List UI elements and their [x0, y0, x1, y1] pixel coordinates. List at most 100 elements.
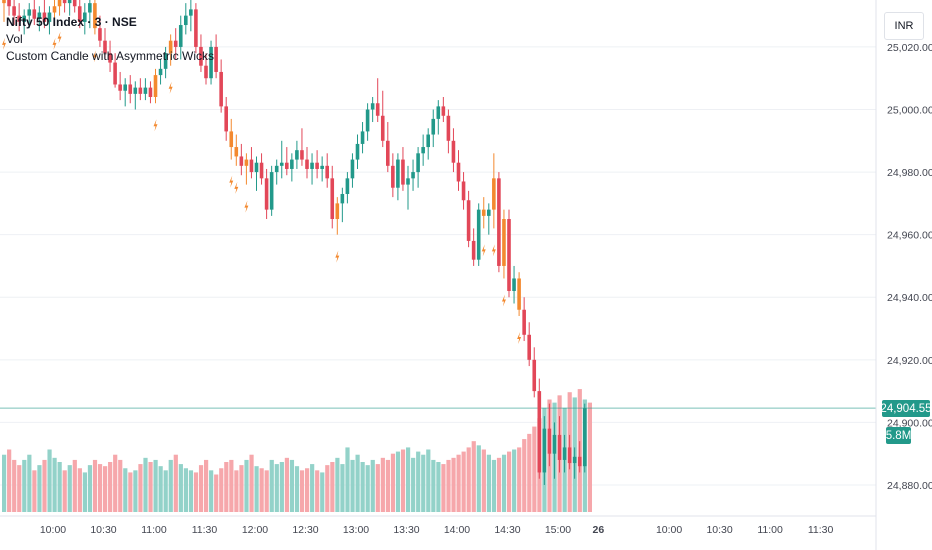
candle-body — [189, 9, 193, 16]
volume-bar — [264, 470, 269, 512]
indicator-legend-label[interactable]: Custom Candle with Asymmetric Wicks — [6, 49, 215, 63]
volume-bar — [244, 459, 249, 512]
time-axis[interactable]: 10:00 10:30 11:00 11:30 12:00 12:30 13:00 13:30… — [40, 524, 834, 536]
candle-body — [552, 434, 557, 454]
volume-bar — [299, 470, 305, 512]
volume-bar — [365, 465, 370, 512]
lightning-icon — [52, 37, 57, 50]
volume-bar — [219, 468, 224, 512]
candle-body — [325, 165, 329, 179]
volume-bar — [239, 465, 244, 512]
candle-body — [355, 143, 360, 160]
candle-body — [360, 131, 365, 144]
candle-body — [269, 172, 274, 210]
volume-bar — [143, 457, 148, 512]
price-tick-label: 24,980.00 — [887, 167, 932, 179]
candle-body — [168, 40, 173, 54]
candle-body — [466, 200, 471, 241]
candle-body — [310, 162, 314, 169]
volume-bar — [370, 459, 375, 512]
volume-histogram — [2, 389, 592, 512]
candle-body — [52, 6, 57, 13]
candle-body — [118, 84, 122, 91]
lightning-icon — [57, 31, 62, 44]
candle-body — [557, 434, 562, 460]
candle-body — [264, 178, 269, 210]
volume-bar — [27, 454, 32, 512]
time-tick-label: 11:30 — [808, 524, 834, 536]
volume-bar — [77, 468, 82, 512]
currency-button[interactable]: INR — [884, 12, 924, 40]
candle-body — [143, 87, 148, 94]
candle-body — [300, 150, 304, 160]
price-tick-label: 24,960.00 — [887, 230, 932, 242]
candle-body — [487, 209, 491, 216]
symbol-title[interactable]: Nifty 50 Index · 3 · NSE — [6, 15, 137, 29]
volume-bar — [426, 449, 431, 512]
candle-body — [234, 147, 239, 157]
volume-bar — [431, 459, 436, 512]
volume-bar — [507, 451, 512, 512]
last-price-label: 24,904.55 — [880, 400, 932, 418]
volume-bar — [168, 459, 173, 512]
volume-bar — [471, 441, 476, 512]
time-tick-label: 10:00 — [656, 524, 682, 536]
candle-body — [2, 0, 6, 4]
lightning-icon — [229, 175, 234, 188]
chart-grid — [0, 46, 876, 486]
volume-bar — [62, 470, 67, 512]
volume-bar — [214, 474, 219, 512]
volume-bar — [204, 459, 209, 512]
candle-body — [562, 447, 567, 460]
volume-legend-label[interactable]: Vol — [6, 32, 23, 46]
candle-body — [426, 134, 430, 148]
volume-bar — [229, 459, 234, 512]
candle-body — [335, 203, 340, 220]
candle-body — [285, 162, 289, 169]
time-tick-label: 11:00 — [757, 524, 783, 536]
candle-body — [83, 12, 87, 22]
time-tick-label: 11:30 — [192, 524, 218, 536]
candle-body — [88, 3, 92, 13]
volume-bar — [496, 457, 502, 512]
volume-bar — [461, 451, 466, 512]
candle-body — [93, 3, 97, 29]
candle-body — [451, 140, 456, 163]
volume-bar — [350, 459, 355, 512]
candle-body — [158, 68, 163, 76]
lightning-icon — [92, 50, 97, 63]
candle-body — [476, 209, 481, 260]
volume-bar — [476, 445, 481, 512]
volume-bar — [254, 466, 259, 512]
time-tick-label: 14:30 — [494, 524, 520, 536]
volume-bar — [249, 454, 254, 512]
volume-bar — [294, 466, 300, 512]
candle-body — [113, 62, 117, 85]
volume-bar — [113, 454, 118, 512]
candle-body — [133, 87, 138, 94]
price-axis[interactable]: 24,880.00 24,900.00 24,920.00 24,940.00 24,9… — [887, 42, 932, 492]
price-tick-label: 24,920.00 — [887, 355, 932, 367]
volume-bar — [12, 459, 17, 512]
candle-body — [577, 456, 582, 467]
candle-body — [456, 162, 461, 182]
volume-bar — [183, 468, 188, 512]
candle-body — [527, 334, 531, 360]
candle-body — [315, 162, 319, 169]
lightning-icon — [153, 119, 158, 132]
candle-body — [219, 71, 223, 107]
volume-bar — [501, 454, 507, 512]
lightning-icon — [2, 37, 6, 50]
time-tick-label: 13:30 — [393, 524, 419, 536]
candle-body — [370, 103, 375, 110]
volume-bar — [2, 454, 7, 512]
candle-body — [295, 150, 299, 160]
volume-bar — [72, 459, 77, 512]
time-tick-label: 12:00 — [242, 524, 268, 536]
volume-bar — [491, 459, 497, 512]
candle-body — [441, 106, 446, 116]
candle-body — [22, 15, 26, 22]
candle-body — [375, 103, 380, 116]
volume-bar — [451, 457, 456, 512]
